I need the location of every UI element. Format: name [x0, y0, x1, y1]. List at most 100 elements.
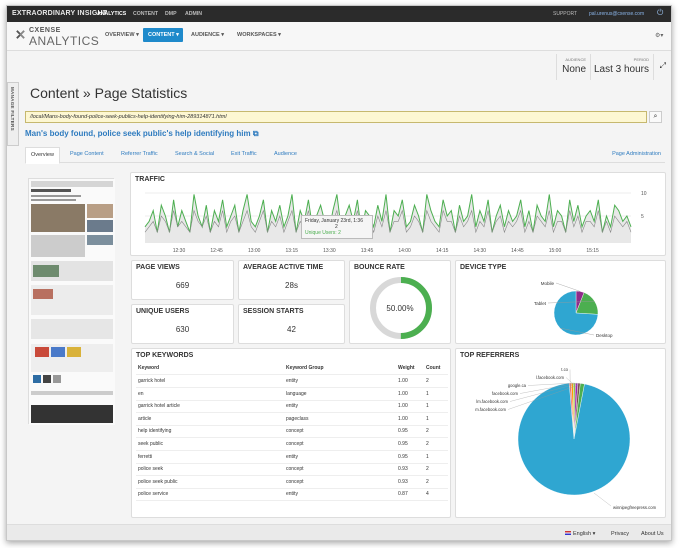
active-time-label: AVERAGE ACTIVE TIME [243, 264, 324, 271]
table-row[interactable]: article pageclass 1.00 1 [136, 413, 448, 426]
session-starts-value: 42 [287, 325, 296, 334]
unique-users-label: UNIQUE USERS [136, 308, 190, 315]
pie-label-mobile: Mobile [541, 281, 555, 286]
y-tick-label: 5 [641, 214, 644, 220]
x-tick-label: 14:30 [474, 248, 487, 254]
table-row[interactable]: help identifying concept 0.95 2 [136, 425, 448, 439]
nav-admin[interactable]: ADMIN [185, 11, 203, 17]
bounce-rate-gauge [370, 277, 432, 339]
tab-page-content[interactable]: Page Content [70, 151, 104, 157]
x-tick-label: 15:15 [586, 248, 599, 254]
pie-label-m-facebook-com: m.facebook.com [475, 407, 506, 412]
keyword-group-cell: language [286, 390, 307, 397]
device-pie-chart[interactable]: Mobile Tablet Desktop [456, 261, 667, 345]
referrers-pie-chart[interactable]: t.co l.facebook.com google.ca facebook.com l… [456, 349, 667, 519]
keyword-group-cell: entity [286, 491, 298, 498]
menu-overview[interactable]: OVERVIEW ▾ [105, 32, 139, 38]
expand-box[interactable]: ⤢ [653, 54, 671, 80]
session-starts-panel: SESSION STARTS 42 [238, 304, 345, 344]
top-keywords-panel: TOP KEYWORDS Keyword Keyword Group Weigh… [131, 348, 451, 518]
table-row[interactable]: seek public concept 0.95 2 [136, 438, 448, 451]
traffic-chart[interactable]: 10 5 12:30 12:45 13:00 13:15 13:30 13:45 14:00 14… [131, 173, 667, 257]
pie-label-line [559, 327, 595, 336]
pie-slice-winnipegfreepress-com[interactable] [517, 382, 631, 496]
audience-selector[interactable]: AUDIENCE None [556, 54, 590, 80]
count-cell: 4 [426, 491, 429, 498]
weight-cell: 0.93 [398, 478, 408, 485]
pie-label-winnipegfreepress-com: winnipegfreepress.com [613, 505, 657, 510]
support-link[interactable]: SUPPORT [553, 11, 578, 17]
keyword-group-cell: concept [286, 478, 304, 485]
page-title: Content » Page Statistics [30, 85, 188, 101]
power-icon[interactable]: ⏻ [657, 8, 664, 17]
table-row[interactable]: police seek public concept 0.93 2 [136, 476, 448, 489]
tooltip-date: Friday, January 23rd, 1:36 [305, 218, 363, 224]
tab-overview[interactable]: Overview [25, 147, 60, 164]
tab-referrer-traffic[interactable]: Referrer Traffic [121, 151, 158, 157]
logo-text-bottom: ANALYTICS [29, 34, 100, 48]
x-tick-label: 14:00 [398, 248, 411, 254]
pie-label-line [519, 382, 577, 394]
language-selector[interactable]: English ▾ [565, 531, 595, 537]
tooltip-value: 2 [335, 224, 338, 230]
flag-icon [565, 531, 571, 535]
x-tick-label: 13:15 [286, 248, 299, 254]
bounce-rate-label: BOUNCE RATE [354, 264, 405, 271]
weight-cell: 0.95 [398, 441, 408, 447]
tab-search-social[interactable]: Search & Social [175, 151, 215, 157]
user-email-link[interactable]: pal.urenus@cxense.com [589, 11, 645, 17]
nav-analytics[interactable]: ANALYTICS [97, 11, 127, 17]
page-tabs: Overview Page Content Referrer Traffic S… [25, 147, 665, 164]
menu-workspaces[interactable]: WORKSPACES ▾ [237, 32, 281, 38]
keyword-cell: garrick hotel [138, 378, 166, 384]
x-tick-label: 12:30 [173, 248, 186, 254]
nav-dmp[interactable]: DMP [165, 11, 177, 17]
logo-text-top: CXENSE [29, 27, 61, 34]
about-link[interactable]: About Us [641, 531, 664, 537]
gear-icon[interactable]: ⚙▾ [655, 33, 664, 39]
session-starts-label: SESSION STARTS [243, 308, 304, 315]
table-row[interactable]: en language 1.00 1 [136, 388, 448, 401]
audience-value: None [562, 64, 586, 75]
tab-exit-traffic[interactable]: Exit Traffic [231, 151, 257, 157]
privacy-link[interactable]: Privacy [611, 531, 630, 537]
traffic-title: TRAFFIC [135, 176, 165, 183]
menu-content[interactable]: CONTENT ▾ [143, 28, 183, 42]
unique-users-panel: UNIQUE USERS 630 [131, 304, 234, 344]
keyword-cell: garrick hotel article [138, 403, 180, 410]
app-header: CXENSE ANALYTICS OVERVIEW ▾ CONTENT ▾ AU… [7, 22, 671, 51]
article-headline-link[interactable]: Man's body found, police seek public's h… [25, 129, 259, 138]
menu-audience[interactable]: AUDIENCE ▾ [191, 32, 225, 38]
pie-label-tablet: Tablet [534, 301, 547, 306]
keyword-group-cell: entity [286, 403, 298, 410]
brand-name: EXTRAORDINARY INSIGHT [12, 10, 108, 17]
search-icon[interactable]: ⌕ [649, 111, 662, 123]
pie-label-line [527, 382, 575, 386]
page-administration-link[interactable]: Page Administration [612, 151, 661, 157]
table-row[interactable]: police seek concept 0.93 2 [136, 463, 448, 477]
series-line [144, 194, 632, 235]
top-navigation-bar: EXTRAORDINARY INSIGHT ANALYTICS CONTENT … [7, 6, 671, 22]
period-selector[interactable]: PERIOD Last 3 hours [590, 54, 653, 80]
count-cell: 2 [426, 466, 429, 473]
table-row[interactable]: garrick hotel article entity 1.00 1 [136, 400, 448, 414]
count-cell: 2 [426, 441, 429, 447]
pie-label-facebook-com: facebook.com [492, 391, 519, 396]
x-tick-label: 14:15 [436, 248, 449, 254]
url-input[interactable]: /local/Mans-body-found-police-seek-publi… [25, 111, 647, 123]
nav-content[interactable]: CONTENT [133, 11, 159, 17]
weight-cell: 1.00 [398, 378, 408, 384]
tab-audience[interactable]: Audience [274, 151, 297, 157]
page-thumbnail[interactable] [28, 178, 115, 425]
count-cell: 1 [426, 415, 429, 422]
keyword-group-cell: concept [286, 428, 304, 435]
table-row[interactable]: police service entity 0.87 4 [136, 488, 448, 502]
count-cell: 1 [426, 390, 429, 397]
active-time-panel: AVERAGE ACTIVE TIME 28s [238, 260, 345, 300]
table-row[interactable]: garrick hotel entity 1.00 2 [136, 375, 448, 388]
bounce-rate-value: 50.00% [386, 304, 414, 313]
device-type-panel: DEVICE TYPE Mobile Tablet Desktop [455, 260, 666, 344]
filter-side-tab[interactable]: MANAGE FILTERS [7, 82, 19, 146]
unique-users-value: 630 [175, 325, 190, 334]
table-row[interactable]: ferretti entity 0.95 1 [136, 451, 448, 464]
